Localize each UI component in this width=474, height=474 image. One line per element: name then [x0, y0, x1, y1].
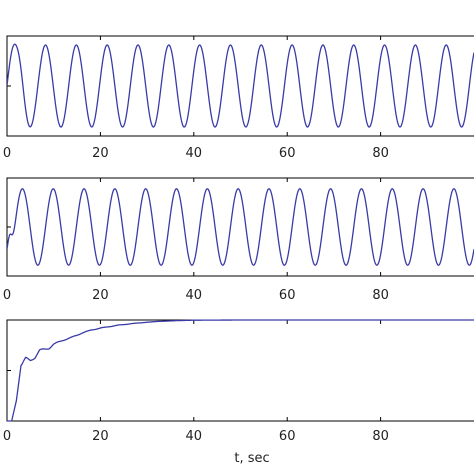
series-line-0: [7, 188, 474, 266]
x-tick-label: 20: [92, 146, 109, 161]
series-line-0: [7, 319, 474, 422]
x-tick-label: 60: [279, 146, 296, 161]
x-tick-label: 80: [372, 146, 389, 161]
x-tick-label: 40: [186, 429, 203, 444]
subplot-2: 0 20 40 60 80: [3, 177, 474, 303]
axes-frame: [6, 35, 474, 137]
x-tick-label: 0: [3, 146, 11, 161]
x-tick-label: 80: [372, 429, 389, 444]
series-line-0: [7, 43, 474, 128]
x-tick-label: 0: [3, 288, 11, 303]
subplot-3: 0 20 40 60 80: [3, 319, 474, 444]
x-tick-label: 40: [186, 146, 203, 161]
subplot-1: 0 20 40 60 80: [3, 35, 474, 161]
x-tick-label: 0: [3, 429, 11, 444]
x-tick-label: 20: [92, 429, 109, 444]
x-tick-label: 60: [279, 429, 296, 444]
x-tick-label: 40: [186, 288, 203, 303]
x-tick-label: 80: [372, 288, 389, 303]
x-tick-label: 60: [279, 288, 296, 303]
x-tick-label: 20: [92, 288, 109, 303]
x-axis-label: t, sec: [234, 451, 269, 466]
